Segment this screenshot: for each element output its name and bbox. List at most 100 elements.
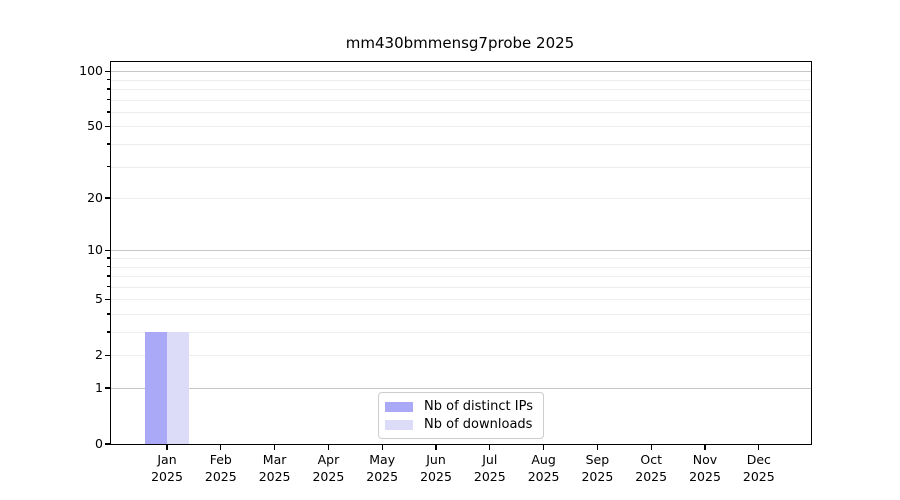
x-axis-tick-jun xyxy=(435,445,437,451)
x-axis-month-aug: Aug xyxy=(531,452,556,467)
x-axis-tick-mar xyxy=(273,445,276,451)
x-axis-label-aug: Aug 2025 xyxy=(512,451,576,485)
legend-swatch-downloads xyxy=(385,419,414,430)
y-axis-tick-100 xyxy=(104,70,110,72)
gridline-major-10 xyxy=(111,250,811,252)
gridline-major-100 xyxy=(111,71,811,73)
x-axis-year-may: 2025 xyxy=(366,469,399,484)
x-axis-month-nov: Nov xyxy=(692,452,718,467)
x-axis-label-oct: Oct 2025 xyxy=(619,451,683,485)
gridline-minor-50 xyxy=(111,126,811,128)
y-axis-label-0: 0 xyxy=(95,436,103,451)
x-axis-year-jun: 2025 xyxy=(420,469,452,484)
y-axis-tick-10 xyxy=(104,249,110,251)
y-axis-tick-20 xyxy=(104,197,110,199)
gridline-minor-5 xyxy=(111,299,811,301)
legend-item-downloads: Nb of downloads xyxy=(385,417,533,432)
x-axis-month-jan: Jan xyxy=(157,452,177,467)
x-axis-label-jun: Jun 2025 xyxy=(404,451,468,485)
x-axis-tick-may xyxy=(381,445,383,451)
legend: Nb of distinct IPs Nb of downloads xyxy=(378,392,544,439)
gridline-minor-4 xyxy=(111,313,811,315)
x-axis-month-jun: Jun xyxy=(426,452,446,467)
x-axis-month-may: May xyxy=(369,452,396,467)
x-axis-label-jan: Jan 2025 xyxy=(135,451,199,485)
bar-jan-distinct-ips xyxy=(145,332,167,444)
x-axis-month-oct: Oct xyxy=(640,452,662,467)
y-axis-label-1: 1 xyxy=(95,380,103,395)
y-axis-minortick-60 xyxy=(106,111,110,113)
y-axis-tick-5 xyxy=(104,298,110,300)
x-axis-year-jan: 2025 xyxy=(151,469,183,484)
y-axis-minortick-8 xyxy=(106,265,110,268)
x-axis-year-aug: 2025 xyxy=(527,469,560,484)
x-axis-label-mar: Mar 2025 xyxy=(243,451,307,485)
y-axis-tick-1 xyxy=(104,387,110,389)
x-axis-label-sep: Sep 2025 xyxy=(565,451,629,485)
x-axis-year-feb: 2025 xyxy=(204,469,237,484)
x-axis-label-feb: Feb 2025 xyxy=(189,451,253,485)
gridline-minor-90 xyxy=(111,79,811,81)
legend-label-downloads: Nb of downloads xyxy=(424,417,533,432)
x-axis-label-jul: Jul 2025 xyxy=(458,451,522,485)
gridline-minor-8 xyxy=(111,266,811,268)
gridline-minor-6 xyxy=(111,286,811,288)
y-axis-label-50: 50 xyxy=(87,118,103,134)
x-axis-year-nov: 2025 xyxy=(689,469,721,484)
y-axis-tick-2 xyxy=(104,354,110,356)
y-axis-minortick-90 xyxy=(106,78,110,81)
legend-swatch-distinct-ips xyxy=(385,401,414,412)
x-axis-label-may: May 2025 xyxy=(350,451,414,485)
y-axis-minortick-70 xyxy=(106,99,110,101)
y-axis-minortick-4 xyxy=(106,313,110,315)
y-axis-minortick-7 xyxy=(106,275,110,277)
x-axis-month-mar: Mar xyxy=(262,452,287,467)
x-axis-tick-jan xyxy=(166,445,168,451)
x-axis-label-apr: Apr 2025 xyxy=(296,451,360,485)
x-axis-tick-feb xyxy=(220,445,222,451)
x-axis-tick-apr xyxy=(327,445,330,451)
x-axis-tick-sep xyxy=(596,445,599,451)
x-axis-month-jul: Jul xyxy=(482,452,498,467)
gridline-minor-30 xyxy=(111,166,811,168)
bar-jan-downloads xyxy=(167,332,189,444)
x-axis-year-sep: 2025 xyxy=(581,469,614,484)
legend-label-distinct-ips: Nb of distinct IPs xyxy=(424,399,533,414)
legend-item-distinct-ips: Nb of distinct IPs xyxy=(385,399,533,414)
x-axis-tick-aug xyxy=(542,445,545,451)
x-axis-month-feb: Feb xyxy=(209,452,232,467)
gridline-minor-3 xyxy=(111,332,811,334)
x-axis-tick-nov xyxy=(704,445,706,451)
gridline-minor-70 xyxy=(111,99,811,101)
x-axis-year-apr: 2025 xyxy=(312,469,345,484)
gridline-minor-60 xyxy=(111,111,811,113)
x-axis-year-mar: 2025 xyxy=(258,469,291,484)
y-axis-minortick-40 xyxy=(106,143,110,145)
y-axis-minortick-9 xyxy=(106,257,110,259)
x-axis-month-apr: Apr xyxy=(317,452,340,467)
x-axis-month-dec: Dec xyxy=(746,452,771,467)
gridline-minor-9 xyxy=(111,258,811,259)
y-axis-label-5: 5 xyxy=(95,291,103,307)
gridline-minor-7 xyxy=(111,276,811,278)
y-axis-label-2: 2 xyxy=(95,347,103,363)
gridline-minor-20 xyxy=(111,198,811,200)
chart-title: mm430bmmensg7probe 2025 xyxy=(345,34,575,52)
x-axis-tick-oct xyxy=(650,445,652,451)
x-axis-tick-jul xyxy=(489,445,491,451)
y-axis-label-10: 10 xyxy=(87,242,103,258)
y-axis-tick-0 xyxy=(104,443,110,445)
x-axis-label-nov: Nov 2025 xyxy=(673,451,737,485)
y-axis-label-100: 100 xyxy=(79,63,103,79)
y-axis-tick-50 xyxy=(104,125,110,128)
gridline-minor-80 xyxy=(111,89,811,91)
gridline-minor-2 xyxy=(111,355,811,357)
y-axis-minortick-6 xyxy=(106,286,110,288)
x-axis-label-dec: Dec 2025 xyxy=(727,451,791,485)
x-axis-year-oct: 2025 xyxy=(635,469,668,484)
x-axis-month-sep: Sep xyxy=(585,452,610,467)
y-axis-minortick-3 xyxy=(106,331,110,333)
x-axis-year-jul: 2025 xyxy=(473,469,506,484)
gridline-minor-40 xyxy=(111,144,811,146)
